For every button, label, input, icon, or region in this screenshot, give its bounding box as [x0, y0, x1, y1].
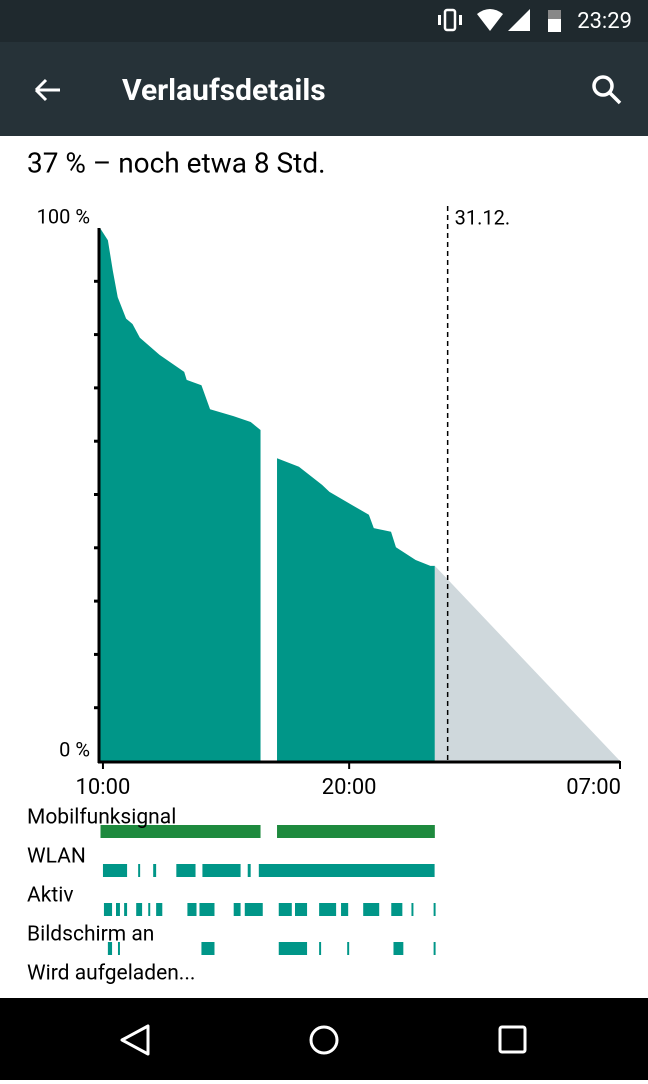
track-segment	[391, 903, 403, 916]
back-button[interactable]	[34, 78, 60, 102]
track-segment	[347, 942, 350, 955]
track-segment	[341, 903, 349, 916]
status-time: 23:29	[577, 9, 632, 34]
nav-recents[interactable]	[498, 1025, 527, 1054]
track-label: Aktiv	[27, 884, 74, 908]
track-segment	[202, 864, 241, 877]
track-segment	[187, 903, 197, 916]
battery-area	[277, 458, 435, 761]
chart: 31.12. 0 % 100 % 10:00 20:00 07:00 Mobilfunksi…	[27, 204, 621, 986]
track-segment	[363, 903, 380, 916]
x-tick-label: 20:00	[322, 775, 377, 800]
track-segment	[107, 942, 113, 955]
track-segment	[411, 903, 414, 916]
nav-bar	[0, 998, 648, 1080]
battery-area	[100, 228, 261, 761]
track-segment	[102, 864, 128, 877]
track-segment	[278, 942, 308, 955]
track-segment	[103, 903, 113, 916]
track-segment	[153, 864, 157, 877]
track-segment	[393, 942, 404, 955]
track-segment	[117, 942, 120, 955]
track-segment	[277, 825, 435, 838]
track-segment	[433, 942, 436, 955]
day-marker-label: 31.12.	[455, 205, 511, 229]
track-label: Mobilfunksignal	[27, 806, 176, 830]
track-segment	[199, 903, 215, 916]
toolbar-title: Verlaufsdetails	[122, 73, 326, 108]
battery-area	[434, 565, 620, 761]
nav-home[interactable]	[309, 1025, 339, 1055]
track-segment	[136, 903, 143, 916]
track-segment	[116, 903, 120, 916]
y-tick-label: 100 %	[37, 204, 90, 228]
track-segment	[138, 864, 141, 877]
track-segment	[319, 942, 322, 955]
track-segment	[295, 903, 308, 916]
x-tick-label: 10:00	[76, 775, 131, 800]
track-segment	[100, 825, 261, 838]
x-tick-label: 07:00	[566, 775, 621, 800]
track-label: Wird aufgeladen...	[27, 962, 195, 986]
track-segment	[433, 903, 436, 916]
track-segment	[319, 903, 337, 916]
track-segment	[148, 903, 151, 916]
track-label: WLAN	[27, 845, 86, 869]
track-segment	[258, 864, 435, 877]
toolbar	[0, 42, 648, 136]
track-segment	[201, 942, 215, 955]
track-segment	[244, 903, 263, 916]
status-icons	[438, 8, 561, 32]
track-segment	[247, 864, 251, 877]
y-tick-label: 0 %	[59, 737, 90, 761]
track-segment	[176, 864, 196, 877]
summary: 37 % – noch etwa 8 Std.	[27, 146, 326, 179]
track-segment	[124, 903, 128, 916]
track-segment	[156, 903, 163, 916]
search-button[interactable]	[592, 75, 622, 105]
status-bar	[0, 0, 648, 42]
track-segment	[278, 903, 292, 916]
track-segment	[233, 903, 241, 916]
nav-back[interactable]	[120, 1024, 150, 1056]
track-label: Bildschirm an	[27, 923, 154, 947]
